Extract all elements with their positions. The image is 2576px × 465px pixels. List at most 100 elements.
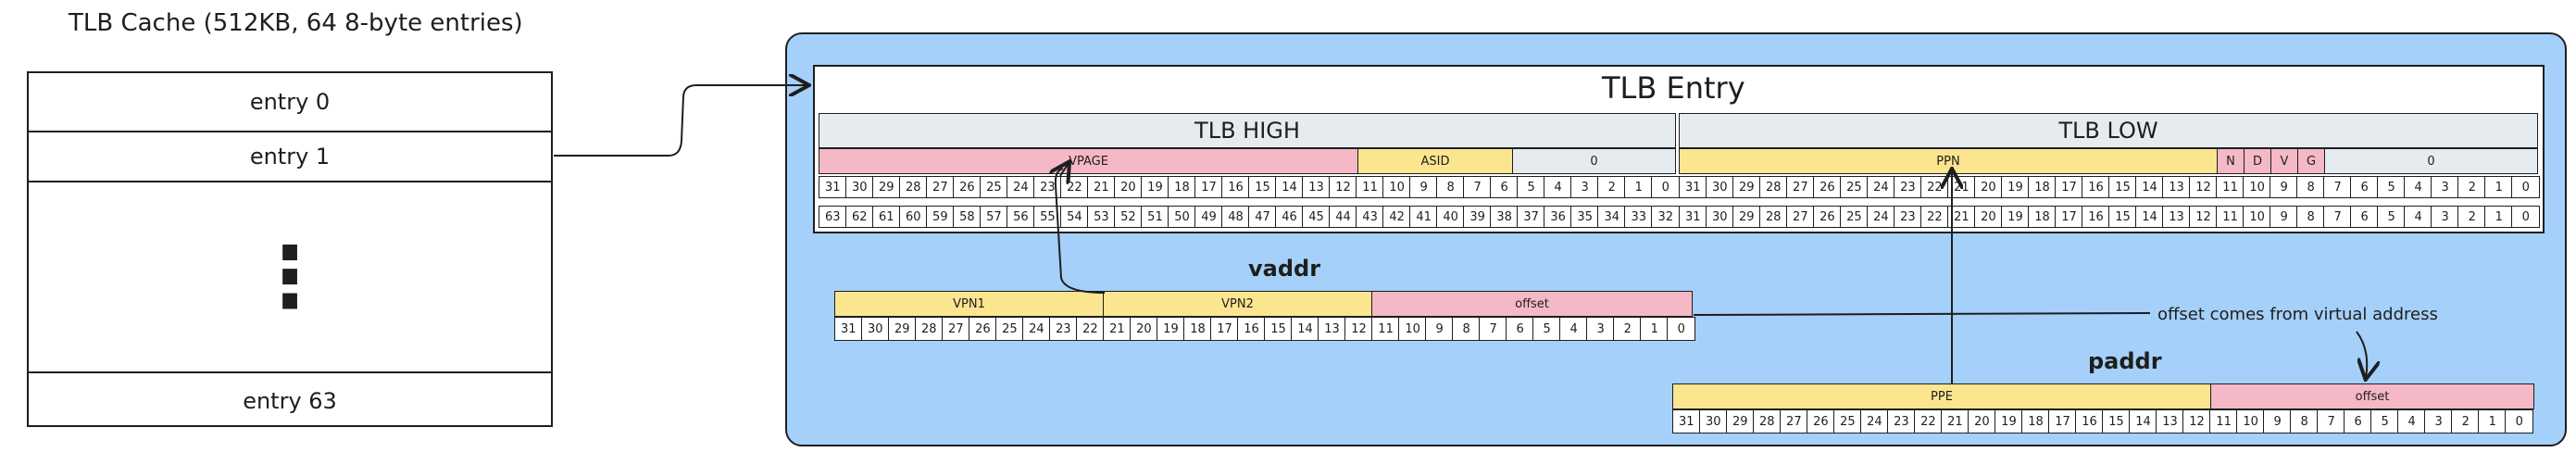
bit-cell: 9 (2270, 176, 2298, 198)
bit-cell: 4 (1544, 176, 1572, 198)
vaddr-label: vaddr (1248, 256, 1321, 282)
bit-cell: 12 (1344, 317, 1373, 341)
bit-cell: 36 (1544, 206, 1572, 228)
bit-cell: 12 (2182, 409, 2211, 434)
bit-cell: 18 (2028, 176, 2057, 198)
bit-cell: 3 (1570, 176, 1599, 198)
bit-cell: 2 (2457, 206, 2486, 228)
bit-cell: 13 (1302, 176, 1331, 198)
bit-cell: 22 (1920, 176, 1949, 198)
bit-cell: 24 (1022, 317, 1051, 341)
bit-cell: 11 (2216, 176, 2245, 198)
bit-cell: 7 (1479, 317, 1507, 341)
bit-cell: 27 (1786, 176, 1815, 198)
bit-cell: 14 (2129, 409, 2157, 434)
bit-cell: 63 (819, 206, 847, 228)
bit-cell: 61 (872, 206, 901, 228)
cache-entry-0[interactable]: entry 0 (29, 73, 551, 132)
bit-cell: 11 (1356, 176, 1384, 198)
bit-cell: 9 (1409, 176, 1438, 198)
bit-cell: 30 (1706, 176, 1734, 198)
bit-cell: 28 (1753, 409, 1782, 434)
low-zero-field: 0 (2324, 148, 2538, 174)
bit-cell: 1 (2484, 206, 2513, 228)
bit-cell: 19 (2001, 176, 2030, 198)
bit-cell: 5 (1517, 176, 1545, 198)
bit-cell: 10 (1382, 176, 1411, 198)
bit-cell: 1 (2478, 409, 2507, 434)
bit-cell: 17 (2055, 176, 2083, 198)
bit-cell: 20 (1974, 176, 2003, 198)
bit-cell: 23 (1887, 409, 1916, 434)
vpage-field: VPAGE (819, 148, 1358, 174)
bit-cell: 37 (1517, 206, 1545, 228)
bit-cell: 22 (1920, 206, 1949, 228)
vpn2-field: VPN2 (1103, 291, 1372, 317)
bit-cell: 15 (2102, 409, 2131, 434)
bit-cell: 50 (1168, 206, 1196, 228)
bit-cell: 5 (1532, 317, 1561, 341)
bit-cell: 11 (2216, 206, 2245, 228)
bit-cell: 10 (2243, 206, 2271, 228)
bit-cell: 15 (1264, 317, 1293, 341)
bit-cell: 18 (2028, 206, 2057, 228)
bit-cell: 4 (2404, 176, 2432, 198)
bit-cell: 7 (2323, 206, 2352, 228)
bit-cell: 19 (1995, 409, 2023, 434)
bit-cell: 18 (1183, 317, 1212, 341)
bit-cell: 9 (2263, 409, 2292, 434)
bit-cell: 4 (2404, 206, 2432, 228)
cache-title: TLB Cache (512KB, 64 8-byte entries) (69, 9, 523, 37)
bit-cell: 29 (1732, 206, 1761, 228)
bit-cell: 7 (1463, 176, 1492, 198)
bit-cell: 38 (1490, 206, 1519, 228)
bit-cell: 10 (2243, 176, 2271, 198)
bit-cell: 3 (2431, 176, 2459, 198)
bit-cell: 35 (1570, 206, 1599, 228)
bit-cell: 19 (1141, 176, 1169, 198)
bit-cell: 32 (1651, 206, 1680, 228)
bit-cell: 3 (2424, 409, 2453, 434)
bit-cell: 30 (861, 317, 890, 341)
bit-cell: 0 (2511, 176, 2540, 198)
bit-cell: 55 (1033, 206, 1062, 228)
bit-cell: 9 (1425, 317, 1454, 341)
bit-cell: 43 (1356, 206, 1384, 228)
bit-cell: 8 (2290, 409, 2319, 434)
cache-entry-1[interactable]: entry 1 (29, 132, 551, 182)
bit-cell: 28 (899, 176, 928, 198)
bit-cell: 31 (1679, 206, 1707, 228)
bit-cell: 21 (1941, 409, 1970, 434)
bit-cell: 21 (1947, 206, 1976, 228)
bit-cell: 30 (845, 176, 874, 198)
bit-cell: 2 (1613, 317, 1642, 341)
bit-cell: 6 (2350, 176, 2379, 198)
bit-cell: 29 (872, 176, 901, 198)
cache-to-entry-arrow (554, 85, 807, 157)
bit-cell: 51 (1141, 206, 1169, 228)
bit-cell: 25 (1840, 176, 1869, 198)
bit-cell: 19 (2001, 206, 2030, 228)
cache-entry-63[interactable]: entry 63 (243, 388, 337, 414)
bit-cell: 0 (2505, 409, 2533, 434)
bit-cell: 12 (1329, 176, 1357, 198)
bit-cell: 45 (1302, 206, 1331, 228)
bit-cell: 48 (1221, 206, 1250, 228)
bit-cell: 5 (2377, 176, 2406, 198)
bit-cell: 28 (1759, 176, 1788, 198)
bit-cell: 2 (2457, 176, 2486, 198)
bit-cell: 23 (1894, 206, 1922, 228)
bit-cell: 47 (1248, 206, 1277, 228)
bit-cell: 24 (1867, 206, 1895, 228)
bit-cell: 52 (1114, 206, 1143, 228)
bit-cell: 8 (1436, 176, 1465, 198)
bit-cell: 16 (1221, 176, 1250, 198)
bit-cell: 15 (2108, 176, 2137, 198)
bit-cell: 3 (1586, 317, 1615, 341)
g-bit-field: G (2297, 148, 2325, 174)
bit-cell: 24 (1860, 409, 1889, 434)
bit-cell: 5 (2377, 206, 2406, 228)
bit-cell: 22 (1060, 176, 1089, 198)
bit-cell: 60 (899, 206, 928, 228)
bit-cell: 18 (2021, 409, 2050, 434)
